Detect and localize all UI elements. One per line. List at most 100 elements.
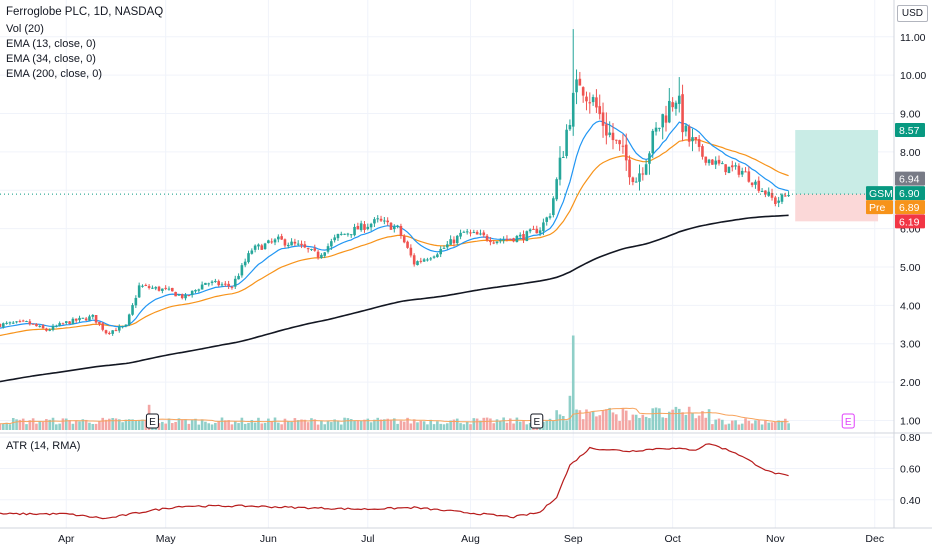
ema200-indicator-label[interactable]: EMA (200, close, 0) — [6, 68, 102, 80]
candle-body — [459, 232, 462, 237]
volume-bar — [439, 423, 442, 430]
candle-body — [250, 250, 254, 254]
volume-bar — [339, 424, 343, 430]
volume-bar — [349, 419, 353, 430]
volume-bar — [412, 419, 416, 430]
volume-bar — [558, 414, 562, 430]
candle-body — [638, 173, 641, 182]
candle-body — [691, 137, 694, 142]
candle-body — [190, 290, 194, 295]
candle-body — [197, 289, 201, 291]
candle-body — [8, 322, 12, 324]
volume-bar — [479, 420, 482, 430]
volume-bar — [286, 421, 290, 430]
price-tick-label: 8.00 — [900, 147, 921, 159]
candle-body — [436, 254, 439, 258]
candle-body — [565, 129, 568, 156]
currency-button[interactable]: USD — [896, 5, 928, 22]
candle-body — [624, 144, 628, 161]
volume-bar — [131, 419, 134, 430]
ema13-indicator-label[interactable]: EMA (13, close, 0) — [6, 38, 96, 50]
atr-indicator-label[interactable]: ATR (14, RMA) — [6, 440, 81, 452]
volume-bar — [35, 423, 38, 430]
volume-bar — [336, 421, 340, 430]
vol-indicator-label[interactable]: Vol (20) — [6, 23, 44, 35]
volume-bar — [296, 420, 300, 430]
volume-bar — [575, 409, 578, 430]
volume-bar — [624, 410, 628, 430]
candle-body — [399, 225, 403, 236]
candle-body — [714, 160, 718, 165]
volume-bar — [227, 420, 230, 430]
volume-bar — [525, 424, 529, 430]
candle-body — [31, 323, 35, 325]
volume-bar — [585, 409, 588, 430]
symbol-tag-label: Pre — [869, 202, 886, 214]
volume-bar — [754, 420, 757, 430]
candle-body — [330, 241, 333, 247]
volume-bar — [157, 423, 161, 430]
volume-bar — [508, 418, 512, 430]
candle-body — [747, 171, 751, 182]
volume-bar — [94, 423, 98, 430]
candle-body — [369, 223, 373, 228]
candle-body — [684, 125, 688, 132]
volume-bar — [300, 419, 303, 430]
volume-bar — [197, 424, 201, 430]
volume-bar — [180, 419, 184, 430]
candle-body — [595, 97, 598, 108]
volume-bar — [293, 418, 297, 430]
ema34-indicator-label[interactable]: EMA (34, close, 0) — [6, 53, 96, 65]
time-tick-label: Aug — [461, 533, 480, 545]
volume-bar — [528, 422, 532, 430]
candle-body — [38, 325, 42, 327]
candle-body — [114, 330, 118, 332]
volume-bar — [270, 421, 274, 430]
time-tick-label: Dec — [865, 533, 884, 545]
volume-bar — [303, 419, 307, 430]
volume-bar — [621, 407, 625, 430]
candle-body — [724, 164, 727, 173]
candle-body — [717, 159, 721, 164]
volume-bar — [598, 415, 602, 430]
candle-body — [184, 294, 187, 299]
candle-body — [296, 243, 300, 245]
candle-body — [787, 195, 790, 197]
volume-bar — [545, 420, 549, 430]
candle-body — [598, 106, 602, 115]
volume-bar — [717, 418, 721, 430]
price-tick-label: 10.00 — [900, 70, 926, 82]
volume-bar — [707, 409, 711, 430]
volume-bar — [668, 411, 671, 430]
candle-body — [111, 330, 114, 334]
volume-bar — [313, 419, 317, 430]
position-target-zone — [795, 130, 879, 195]
candle-body — [134, 297, 138, 306]
volume-bar — [237, 423, 240, 430]
volume-bar — [25, 424, 28, 430]
candle-body — [349, 234, 353, 236]
candle-body — [204, 282, 207, 285]
candle-body — [373, 219, 376, 224]
candle-body — [446, 244, 449, 248]
earnings-marker — [841, 413, 855, 429]
candle-body — [538, 230, 542, 234]
volume-bar — [426, 424, 429, 430]
candle-body — [475, 231, 479, 235]
price-axis-badge-label: 6.89 — [899, 202, 920, 214]
time-tick-label: Jul — [361, 533, 374, 545]
candle-body — [313, 248, 317, 251]
volume-bar — [51, 417, 55, 430]
earnings-marker — [145, 413, 159, 429]
symbol-tag-label: GSM — [869, 188, 893, 200]
candle-body — [200, 284, 204, 290]
volume-bar — [333, 419, 336, 430]
volume-bar — [489, 418, 492, 430]
candle-body — [439, 248, 442, 255]
volume-bar — [306, 422, 310, 430]
candle-body — [147, 286, 151, 288]
volume-bar — [571, 335, 575, 430]
candle-body — [151, 287, 154, 289]
volume-bar — [581, 419, 585, 430]
